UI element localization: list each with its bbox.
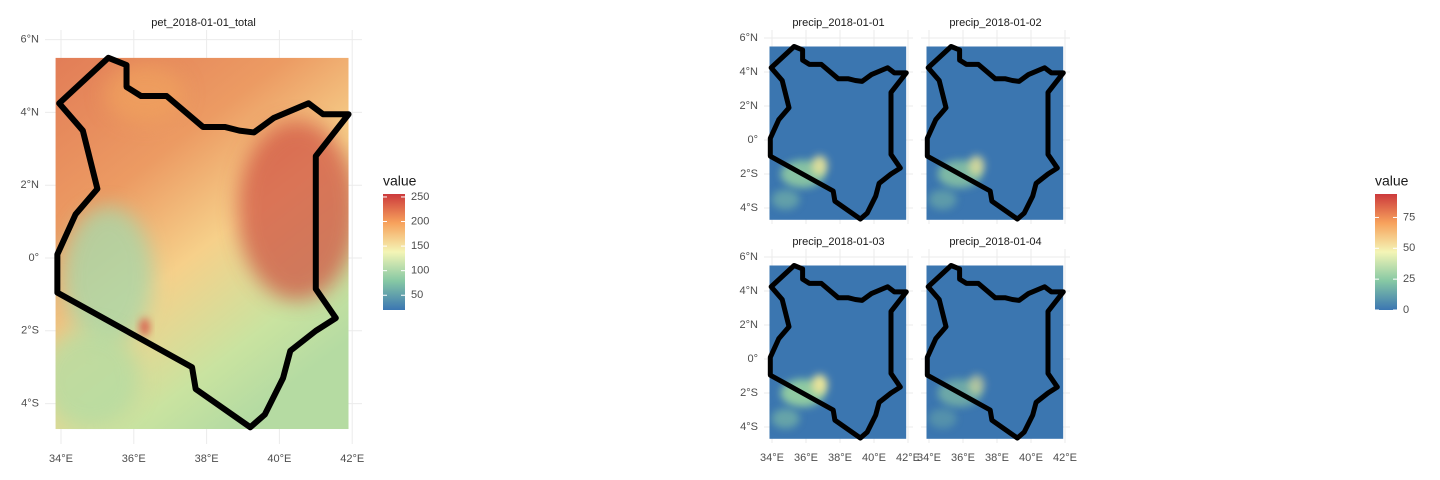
legend-tick-label: 25: [1403, 273, 1415, 285]
legend-title: value: [383, 173, 417, 189]
legend-tick-label: 50: [411, 289, 423, 301]
y-tick-label: 4°N: [740, 66, 759, 78]
panel-title: pet_2018-01-01_total: [151, 17, 256, 29]
legend-tick-label: 0: [1403, 304, 1409, 316]
raster-wet: [771, 408, 800, 429]
raster-cool: [55, 328, 141, 429]
x-tick-label: 36°E: [794, 452, 818, 464]
legend-tick-label: 100: [411, 265, 429, 277]
x-tick-label: 38°E: [828, 452, 852, 464]
x-tick-label: 42°E: [340, 453, 364, 465]
raster-cool: [63, 206, 154, 347]
raster: [769, 265, 907, 439]
y-tick-label: 4°S: [740, 421, 758, 433]
legend-tick-label: 50: [1403, 242, 1415, 254]
raster: [55, 57, 349, 430]
raster-wet: [771, 189, 800, 210]
raster-wet: [928, 189, 957, 210]
legend-tick-label: 75: [1403, 211, 1415, 223]
y-tick-label: 6°N: [740, 251, 759, 263]
x-tick-label: 36°E: [122, 453, 146, 465]
x-tick-label: 34°E: [49, 453, 73, 465]
raster-hot: [237, 120, 349, 301]
raster: [926, 46, 1064, 220]
x-tick-label: 42°E: [1053, 452, 1077, 464]
raster: [769, 46, 907, 220]
y-tick-label: 2°S: [740, 168, 758, 180]
raster-wet: [811, 155, 828, 176]
x-tick-label: 34°E: [760, 452, 784, 464]
y-tick-label: 2°N: [21, 179, 40, 191]
legend-tick-label: 150: [411, 240, 429, 252]
y-tick-label: 6°N: [21, 34, 40, 46]
country-outline: [767, 44, 909, 222]
y-tick-label: 4°N: [21, 106, 40, 118]
overlay-layer: 34°E 36°E 38°E 40°E 42°E 6°N 4°N 2°N 0° 2°S 4°S pet…: [21, 17, 1416, 465]
panel-title: precip_2018-01-03: [792, 236, 884, 248]
y-tick-label: 2°S: [740, 387, 758, 399]
panel-title: precip_2018-01-04: [949, 236, 1041, 248]
x-tick-label: 42°E: [896, 452, 920, 464]
colorbar: [1375, 194, 1397, 310]
country-outline: [924, 263, 1066, 441]
y-tick-label: 0°: [28, 252, 39, 264]
raster-wet: [811, 374, 828, 395]
raster-hot: [139, 318, 150, 337]
panel-title: precip_2018-01-02: [949, 17, 1041, 29]
y-tick-label: 2°N: [740, 100, 759, 112]
country-outline: [767, 263, 909, 441]
y-tick-label: 2°N: [740, 319, 759, 331]
y-tick-label: 6°N: [740, 32, 759, 44]
raster-wet: [968, 155, 985, 176]
x-tick-label: 38°E: [195, 453, 219, 465]
raster: [926, 265, 1064, 439]
legend-tick-label: 250: [411, 191, 429, 203]
x-tick-label: 40°E: [862, 452, 886, 464]
y-tick-label: 4°S: [21, 398, 39, 410]
raster-wet: [968, 374, 985, 395]
legend-title: value: [1375, 173, 1409, 189]
legend-tick-label: 200: [411, 215, 429, 227]
y-tick-label: 0°: [747, 353, 758, 365]
colorbar: [383, 194, 405, 310]
panel-title: precip_2018-01-01: [792, 17, 884, 29]
country-outline: [924, 44, 1066, 222]
country-outline: [54, 54, 352, 431]
x-tick-label: 38°E: [985, 452, 1009, 464]
raster-wet: [928, 408, 957, 429]
y-tick-label: 4°S: [740, 202, 758, 214]
y-tick-label: 4°N: [740, 285, 759, 297]
y-tick-label: 2°S: [21, 325, 39, 337]
x-tick-label: 36°E: [951, 452, 975, 464]
x-tick-label: 40°E: [267, 453, 291, 465]
y-tick-label: 0°: [747, 134, 758, 146]
x-tick-label: 34°E: [917, 452, 941, 464]
x-tick-label: 40°E: [1019, 452, 1043, 464]
